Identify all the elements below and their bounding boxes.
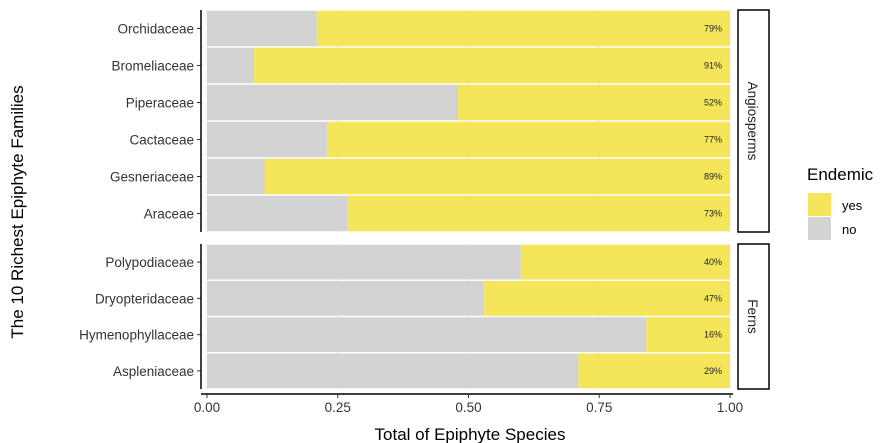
data-label: 29% [704,366,722,376]
data-label: 40% [704,257,722,267]
data-label: 91% [704,61,722,71]
category-label: Hymenophyllaceae [79,328,194,343]
y-axis-title: The 10 Richest Epiphyte Families [8,85,27,338]
bar-yes-hymenophyllaceae [646,317,730,353]
data-label: 52% [704,98,722,108]
bar-no-araceae [207,195,349,232]
chart-panels: 79% Orchidaceae 91% Bromeliaceae 52% Piperace… [79,9,770,390]
data-label: 79% [704,24,722,34]
bar-no-dryopteridaceae [207,280,485,316]
category-label: Piperaceae [126,96,194,111]
x-axis-title: Total of Epiphyte Species [375,425,566,443]
x-tick-label: 0.00 [194,400,220,415]
data-label: 89% [704,172,722,182]
facet-strip-label: Angiosperms [745,82,760,161]
legend-title: Endemic [807,165,874,184]
category-label: Aspleniaceae [113,364,194,379]
x-tick-label: 0.75 [586,400,612,415]
bar-no-hymenophyllaceae [207,317,647,353]
data-label: 47% [704,293,722,303]
category-label: Cactaceae [129,133,194,148]
category-label: Dryopteridaceae [95,291,194,306]
data-label: 77% [704,135,722,145]
category-label: Bromeliaceae [111,59,194,74]
legend-swatch-no [808,217,831,240]
bar-yes-bromeliaceae [254,47,730,84]
bar-no-aspleniaceae [207,353,579,389]
x-tick-label: 0.50 [455,400,481,415]
bar-no-gesneriaceae [207,158,265,195]
category-label: Polypodiaceae [105,255,194,270]
bar-yes-piperaceae [458,84,730,121]
bar-no-orchidaceae [207,10,317,47]
legend: Endemic yes no [807,165,874,240]
x-tick-label: 1.00 [717,400,743,415]
panel-angiosperms: 79% Orchidaceae 91% Bromeliaceae 52% Piperace… [110,9,770,233]
bar-no-piperaceae [207,84,459,121]
bar-yes-aspleniaceae [578,353,730,389]
data-label: 16% [704,330,722,340]
bar-yes-cactaceae [327,121,730,158]
x-axis: 0.00 0.25 0.50 0.75 1.00 [194,393,743,415]
bar-yes-dryopteridaceae [484,280,730,316]
panel-ferns: 40% Polypodiaceae 47% Dryopteridaceae 16% Hym… [79,243,770,390]
legend-label-yes: yes [842,198,863,213]
legend-swatch-yes [808,193,831,216]
bar-no-bromeliaceae [207,47,255,84]
bar-yes-gesneriaceae [264,158,730,195]
category-label: Orchidaceae [117,22,194,37]
bar-no-cactaceae [207,121,328,158]
facet-strip [737,243,770,390]
bar-yes-orchidaceae [316,10,730,47]
facet-strip-label: Ferns [745,299,760,334]
bar-no-polypodiaceae [207,244,521,280]
category-label: Gesneriaceae [110,170,194,185]
legend-label-no: no [842,222,856,237]
bar-yes-polypodiaceae [520,244,730,280]
category-label: Araceae [144,207,194,222]
bar-yes-araceae [348,195,730,232]
facet-strip [737,9,770,233]
x-tick-label: 0.25 [325,400,351,415]
data-label: 73% [704,209,722,219]
